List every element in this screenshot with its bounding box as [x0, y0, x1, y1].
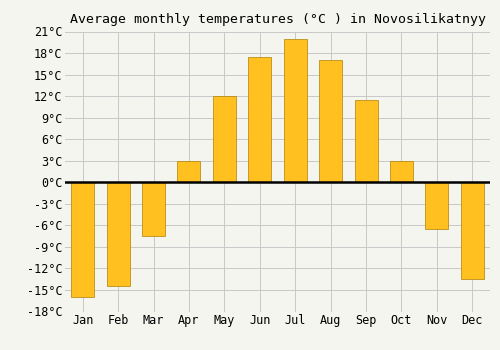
Bar: [284, 39, 306, 182]
Bar: [426, 182, 448, 229]
Bar: [106, 182, 130, 286]
Bar: [319, 60, 342, 182]
Bar: [461, 182, 484, 279]
Title: Average monthly temperatures (°C ) in Novosilikatnyy: Average monthly temperatures (°C ) in No…: [70, 13, 486, 26]
Bar: [390, 161, 413, 182]
Bar: [142, 182, 165, 236]
Bar: [71, 182, 94, 297]
Bar: [354, 100, 378, 182]
Bar: [178, 161, 201, 182]
Bar: [248, 57, 272, 182]
Bar: [213, 96, 236, 182]
